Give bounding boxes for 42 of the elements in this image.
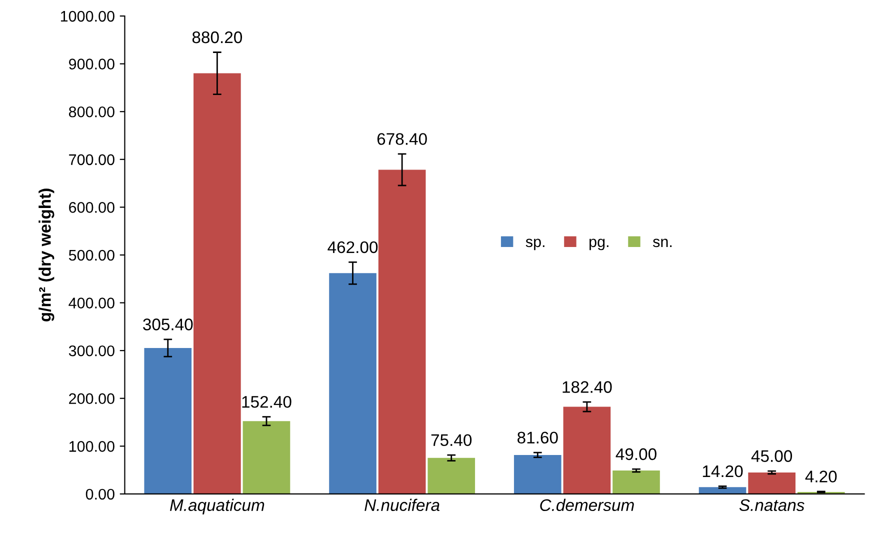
data-label: 75.40 — [431, 434, 472, 446]
bar — [748, 472, 796, 494]
data-label: 462.00 — [328, 241, 378, 254]
data-label: 49.00 — [616, 448, 656, 460]
y-tick-label: 600.00 — [69, 202, 114, 213]
bar — [514, 454, 562, 494]
data-label: 14.20 — [702, 465, 743, 478]
legend-label: sn. — [652, 238, 672, 248]
bar — [698, 487, 746, 494]
data-label: 182.40 — [562, 381, 612, 393]
bar — [612, 470, 660, 494]
bar — [194, 73, 241, 494]
y-axis-title: g/m² (dry weight) — [38, 188, 54, 322]
data-label: 305.40 — [143, 318, 193, 330]
x-tick-label: M.aquaticum — [170, 498, 264, 514]
data-label: 152.40 — [242, 396, 292, 408]
y-tick-label: 900.00 — [69, 58, 114, 70]
data-label: 4.20 — [805, 470, 837, 482]
legend-label: pg. — [590, 238, 608, 250]
y-tick-label: 700.00 — [69, 154, 114, 166]
bar — [378, 170, 426, 494]
data-label: 678.40 — [377, 133, 427, 145]
bar — [242, 421, 290, 494]
y-tick-label: 1000.00 — [60, 10, 114, 22]
bar — [144, 348, 192, 494]
bar — [563, 406, 611, 494]
y-tick-label: 200.00 — [69, 393, 114, 404]
x-tick-label: N.nucifera — [364, 498, 440, 512]
x-tick-label: S.natans — [739, 499, 804, 512]
y-tick-label: 300.00 — [68, 345, 114, 356]
legend-label: sp. — [526, 238, 544, 250]
y-tick-label: 100.00 — [69, 441, 114, 452]
y-tick-label: 500.00 — [68, 250, 114, 261]
bar — [428, 458, 476, 494]
y-tick-label: 800.00 — [68, 106, 114, 118]
data-label: 880.20 — [192, 31, 242, 44]
y-tick-label: 0.00 — [86, 488, 114, 500]
bar — [329, 273, 376, 494]
data-label: 45.00 — [751, 450, 792, 462]
data-label: 81.60 — [518, 432, 558, 444]
y-tick-label: 400.00 — [68, 298, 114, 308]
x-tick-label: C.demersum — [540, 498, 634, 512]
